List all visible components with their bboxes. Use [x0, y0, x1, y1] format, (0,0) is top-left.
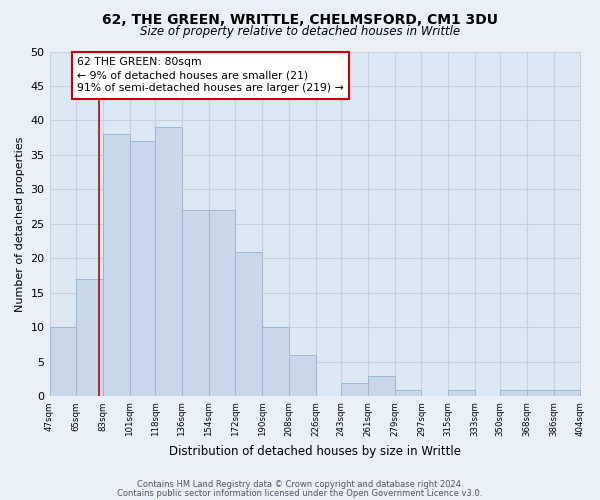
Bar — [103, 134, 130, 396]
Text: Size of property relative to detached houses in Writtle: Size of property relative to detached ho… — [140, 25, 460, 38]
Bar — [395, 390, 421, 396]
Bar — [235, 252, 262, 396]
Bar — [368, 376, 395, 396]
Bar — [341, 382, 368, 396]
Bar — [262, 328, 289, 396]
Bar — [209, 210, 235, 396]
Y-axis label: Number of detached properties: Number of detached properties — [15, 136, 25, 312]
Bar — [500, 390, 527, 396]
Bar — [448, 390, 475, 396]
Bar — [289, 355, 316, 397]
Bar — [554, 390, 580, 396]
X-axis label: Distribution of detached houses by size in Writtle: Distribution of detached houses by size … — [169, 444, 461, 458]
Bar — [182, 210, 209, 396]
Bar — [76, 279, 103, 396]
Text: 62, THE GREEN, WRITTLE, CHELMSFORD, CM1 3DU: 62, THE GREEN, WRITTLE, CHELMSFORD, CM1 … — [102, 12, 498, 26]
Text: Contains HM Land Registry data © Crown copyright and database right 2024.: Contains HM Land Registry data © Crown c… — [137, 480, 463, 489]
Text: 62 THE GREEN: 80sqm
← 9% of detached houses are smaller (21)
91% of semi-detache: 62 THE GREEN: 80sqm ← 9% of detached hou… — [77, 57, 344, 94]
Bar — [155, 128, 182, 396]
Bar — [527, 390, 554, 396]
Bar — [50, 328, 76, 396]
Text: Contains public sector information licensed under the Open Government Licence v3: Contains public sector information licen… — [118, 488, 482, 498]
Bar — [130, 141, 155, 397]
